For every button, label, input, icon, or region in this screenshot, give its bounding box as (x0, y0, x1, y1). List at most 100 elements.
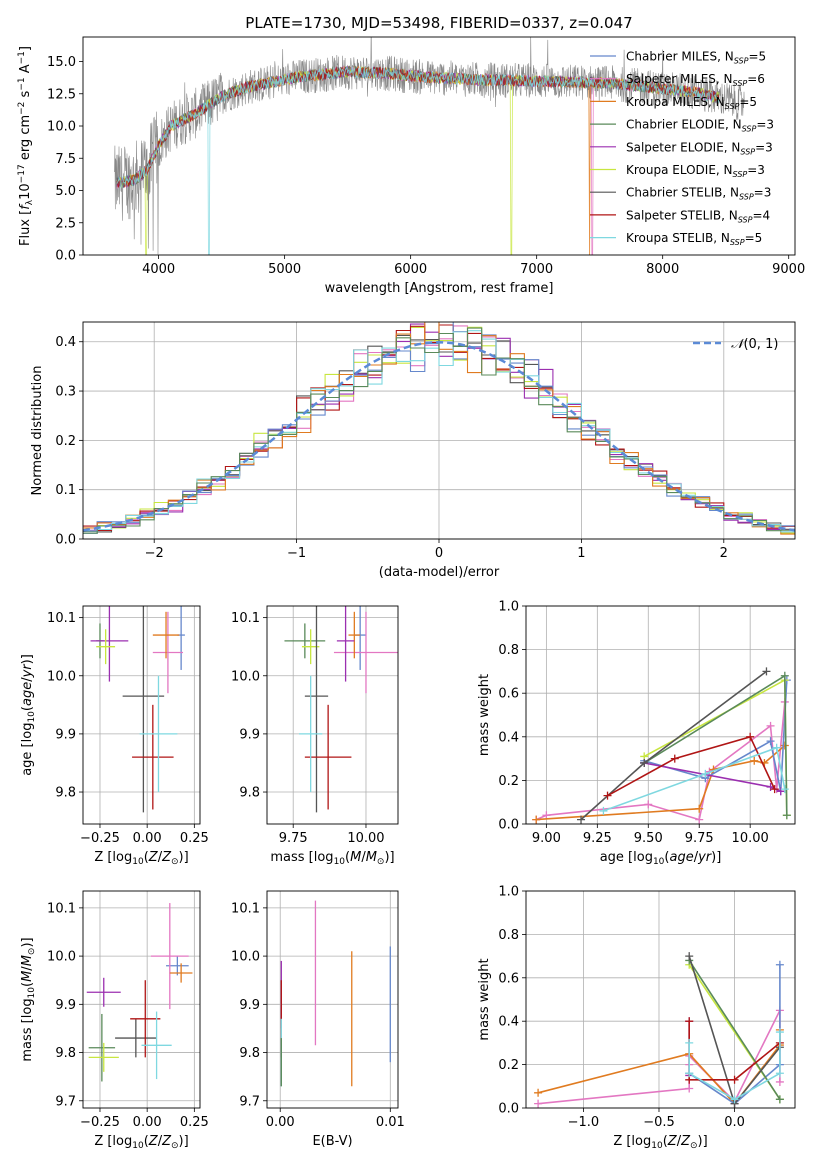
weight-marker (750, 756, 759, 765)
y-tick-label: 1.0 (498, 600, 519, 615)
x-tick-label: 9.75 (685, 831, 714, 846)
weight-marker (780, 741, 789, 750)
errorbar-chabrier-stelib (304, 606, 329, 813)
residuals-frame (82, 321, 796, 540)
errorbar-kroupa-stelib (141, 1011, 172, 1080)
y-tick-label: 10.1 (231, 611, 260, 626)
x-tick-label: 9.00 (532, 831, 561, 846)
y-tick-label: 10.0 (47, 950, 76, 965)
y-tick-label: 0.2 (55, 434, 76, 449)
errorbar-kroupa-elodie (96, 629, 116, 665)
mass-vs-z-panel: −0.25 0.00 0.25 9.7 9.8 9.9 10.0 10.1 Z [log10(… (20, 890, 209, 1151)
x-tick-label: 9.75 (279, 831, 308, 846)
y-tick-label: 10.0 (231, 669, 260, 684)
mass-vs-z-frame (82, 890, 201, 1109)
weight-marker (534, 1088, 543, 1097)
x-tick-label: 2 (720, 546, 728, 561)
y-tick-label: 9.9 (239, 727, 260, 742)
weight-marker (577, 815, 586, 824)
spectrum-frame (82, 36, 796, 256)
weight-marker (701, 769, 710, 778)
weight-marker (775, 1069, 784, 1078)
x-tick-label: −0.25 (80, 1115, 120, 1130)
weight-vs-age-plot-area (532, 667, 791, 824)
weight-marker (775, 1028, 784, 1037)
legend-label-chabrier-stelib: Chabrier STELIB, NSSP=3 (626, 186, 771, 202)
residuals-legend: 𝒩(0, 1) (693, 337, 778, 352)
legend-label-salpeter-stelib: Salpeter STELIB, NSSP=4 (626, 208, 770, 224)
mass-vs-z-grid (83, 891, 200, 1108)
y-tick-label: 0.2 (498, 774, 519, 789)
weight-vs-age-frame (525, 605, 796, 825)
x-tick-label: −2 (145, 546, 164, 561)
weight-marker (730, 1095, 739, 1104)
y-tick-label: 15.0 (47, 55, 76, 70)
y-tick-label: 9.9 (55, 998, 76, 1013)
x-tick-label: 0.00 (133, 1115, 162, 1130)
errorbar-salpeter-miles (150, 903, 189, 1010)
mass-vs-z-plot-area (86, 903, 193, 1082)
errorbar-chabrier-elodie (88, 1013, 116, 1082)
residual-histogram-kroupa-stelib (83, 330, 795, 533)
weight-marker (776, 787, 785, 796)
x-tick-label: 9.25 (583, 831, 612, 846)
weight-marker (542, 811, 551, 820)
errorbar-kroupa-elodie (88, 1042, 119, 1072)
weight-vs-z-xlabel: Z [log10(Z/Z⊙)] (613, 1134, 707, 1151)
legend-label-salpeter-elodie: Salpeter ELODIE, NSSP=3 (626, 140, 773, 156)
age-vs-z-ticks: −0.25 0.00 0.25 9.8 9.9 10.0 10.1 (47, 611, 209, 846)
errorbar-salpeter-stelib (132, 704, 174, 810)
mass-vs-ebv-panel: 0.00 0.01 9.7 9.8 9.9 10.0 10.1 E(B-V) (231, 890, 405, 1149)
spectrum-ticks: 4000 5000 6000 7000 8000 9000 0.0 2.5 5.0 7.5 10.0… (47, 55, 805, 277)
weight-marker (770, 785, 779, 794)
y-tick-label: 9.7 (55, 1094, 76, 1109)
x-tick-label: −1.0 (568, 1115, 600, 1130)
residuals-ticks: −2 −1 0 1 2 0.0 0.1 0.2 0.3 0.4 (55, 335, 728, 561)
y-tick-label: 2.5 (55, 216, 76, 231)
weight-vs-z-plot-area (534, 952, 784, 1108)
weight-marker (775, 1077, 784, 1086)
x-tick-label: 6000 (394, 262, 427, 277)
age-vs-z-panel: −0.25 0.00 0.25 9.8 9.9 10.0 10.1 Z [log10(Z/Z… (20, 605, 209, 867)
weight-vs-z-panel: −1.0 −0.5 0.0 0.0 0.2 0.4 0.6 0.8 1.0 Z [log10(Z… (477, 885, 796, 1151)
residuals-panel: −2 −1 0 1 2 0.0 0.1 0.2 0.3 0.4 (data-model)/erro… (30, 321, 796, 580)
weight-vs-z-frame (525, 890, 796, 1109)
weight-vs-age-ylabel: mass weight (477, 674, 492, 756)
y-tick-label: 0.4 (498, 1015, 519, 1030)
errorbar-chabrier-stelib (115, 1018, 157, 1058)
weight-marker (599, 806, 608, 815)
errorbar-salpeter-stelib (304, 704, 352, 810)
weight-marker (772, 743, 781, 752)
x-tick-label: 0.0 (724, 1115, 745, 1130)
legend-label-kroupa-miles: Kroupa MILES, NSSP=5 (626, 95, 757, 111)
legend-label-chabrier-miles: Chabrier MILES, NSSP=5 (626, 50, 766, 66)
weight-vs-age-panel: 9.00 9.25 9.50 9.75 10.000.00.20.40.60.81.0 … (477, 600, 796, 867)
weight-marker (685, 1038, 694, 1047)
errorbar-salpeter-elodie (86, 977, 121, 1007)
y-tick-label: 0.8 (498, 643, 519, 658)
weight-marker (603, 791, 612, 800)
mass-vs-z-ylabel: mass [log10(M/M⊙)] (20, 937, 37, 1061)
weight-marker (644, 800, 653, 809)
gauss-legend-label: 𝒩(0, 1) (731, 337, 778, 352)
weight-marker (780, 785, 789, 794)
age-vs-z-plot-area (90, 606, 185, 813)
weight-marker (766, 737, 775, 746)
x-tick-label: 0.00 (133, 831, 162, 846)
gaussian-curve (83, 340, 795, 532)
weight-marker (762, 667, 771, 676)
y-tick-label: 10.0 (231, 950, 260, 965)
y-tick-label: 10.0 (47, 120, 76, 135)
weight-marker (532, 815, 541, 824)
age-vs-z-ylabel: age [log10(age/yr)] (20, 654, 37, 776)
y-tick-label: 10.0 (47, 669, 76, 684)
x-tick-label: 0.25 (180, 1115, 209, 1130)
weight-marker (670, 754, 679, 763)
y-tick-label: 9.9 (55, 727, 76, 742)
age-vs-mass-grid (267, 606, 398, 824)
x-tick-label: −1 (287, 546, 306, 561)
y-tick-label: 9.8 (239, 1046, 260, 1061)
x-tick-label: 10.00 (347, 831, 384, 846)
x-tick-label: 0 (435, 546, 443, 561)
